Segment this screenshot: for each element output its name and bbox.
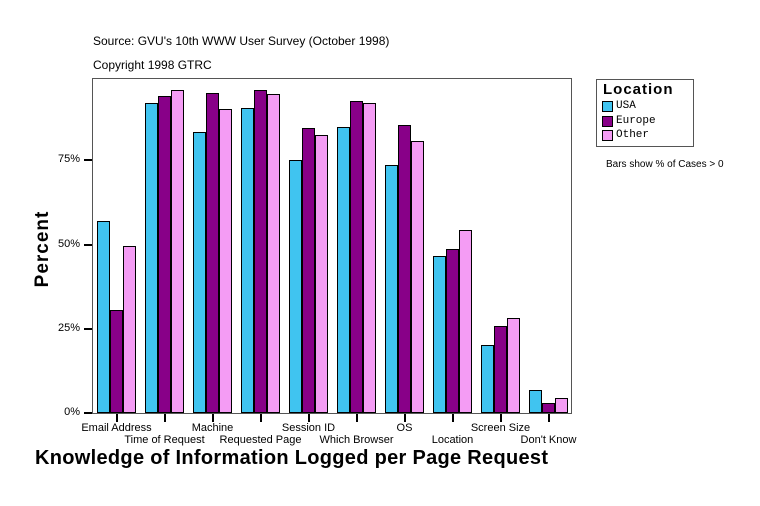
legend-item-other: Other [602, 129, 649, 141]
bar-europe [302, 128, 315, 413]
bar-usa [481, 345, 494, 413]
x-axis-title: Knowledge of Information Logged per Page… [35, 447, 549, 469]
legend: Location USA Europe Other [596, 79, 694, 147]
bar-europe [350, 101, 363, 413]
legend-label: USA [616, 100, 636, 112]
usa-swatch-icon [602, 100, 613, 112]
bar-usa [145, 103, 158, 413]
legend-item-usa: USA [602, 100, 636, 112]
bars-note: Bars show % of Cases > 0 [606, 159, 724, 170]
x-tick-label: Email Address [81, 422, 152, 434]
legend-label: Other [616, 129, 650, 141]
bar-usa [385, 165, 398, 413]
bar-europe [446, 249, 459, 413]
bar-other [411, 141, 424, 413]
x-tick [115, 414, 118, 422]
legend-title: Location [603, 81, 674, 98]
x-tick [499, 414, 502, 422]
y-tick [84, 159, 92, 162]
source-caption: Source: GVU's 10th WWW User Survey (Octo… [93, 34, 390, 48]
x-tick-label: Session ID [281, 422, 336, 434]
europe-swatch-icon [602, 115, 613, 127]
bar-other [171, 90, 184, 413]
y-tick [84, 412, 92, 414]
bar-usa [241, 108, 254, 413]
copyright-caption: Copyright 1998 GTRC [93, 58, 212, 72]
x-tick [403, 414, 406, 422]
bar-other [123, 246, 136, 413]
x-tick-label: Time of Request [124, 434, 205, 446]
x-tick-label: Don't Know [520, 434, 577, 446]
bar-usa [433, 256, 446, 413]
bar-usa [529, 390, 542, 413]
bar-europe [206, 92, 219, 413]
x-tick-label: Which Browser [319, 434, 394, 446]
bar-other [363, 103, 376, 413]
x-tick [163, 414, 166, 422]
x-tick-label: Machine [191, 422, 234, 434]
bar-usa [97, 221, 110, 413]
bar-other [315, 135, 328, 413]
x-tick [451, 414, 454, 422]
bar-europe [254, 90, 267, 413]
x-tick-label: Location [431, 434, 474, 446]
y-tick-label: 50% [57, 237, 80, 250]
bar-europe [110, 310, 123, 413]
bar-usa [289, 160, 302, 413]
x-tick-label: Requested Page [219, 434, 302, 446]
legend-label: Europe [616, 115, 656, 127]
x-tick [307, 414, 310, 422]
other-swatch-icon [602, 129, 613, 141]
bar-other [555, 398, 568, 413]
y-tick-label: 75% [57, 153, 80, 166]
legend-item-europe: Europe [602, 115, 656, 127]
bar-europe [398, 125, 411, 413]
x-tick [259, 414, 262, 422]
y-tick [84, 327, 92, 330]
bar-europe [158, 96, 171, 413]
y-tick-label: 25% [57, 321, 80, 334]
plot-area [92, 78, 572, 414]
bar-other [219, 109, 232, 413]
x-tick-label: Screen Size [470, 422, 531, 434]
bar-europe [494, 326, 507, 413]
bar-europe [542, 403, 555, 413]
x-tick [355, 414, 358, 422]
bar-other [459, 230, 472, 413]
bar-usa [193, 132, 206, 413]
bar-usa [337, 127, 350, 413]
x-tick-label: OS [396, 422, 413, 434]
x-tick [547, 414, 550, 422]
bar-other [507, 318, 520, 413]
x-tick [211, 414, 214, 422]
y-tick-label: 0% [64, 406, 80, 418]
y-tick [84, 243, 92, 246]
bar-other [267, 94, 280, 413]
